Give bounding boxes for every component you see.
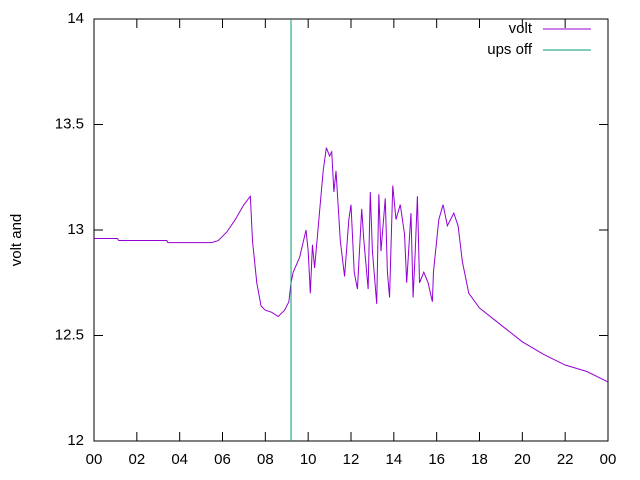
x-tick-label: 10 (300, 451, 317, 468)
x-tick-label: 18 (471, 451, 488, 468)
y-tick-label: 12 (67, 432, 84, 449)
x-tick-label: 02 (128, 451, 145, 468)
legend-label: volt (509, 20, 533, 37)
x-tick-label: 14 (385, 451, 402, 468)
plot-frame (93, 18, 609, 442)
x-tick-label: 04 (171, 451, 188, 468)
y-tick-label: 13 (67, 221, 84, 238)
y-axis-label: volt and (8, 214, 25, 267)
y-tick-label: 12.5 (55, 326, 84, 343)
x-tick-label: 12 (343, 451, 360, 468)
x-tick-label: 22 (557, 451, 574, 468)
y-tick-label: 13.5 (55, 115, 84, 132)
x-tick-label: 16 (428, 451, 445, 468)
legend-label: ups off (487, 41, 533, 58)
x-tick-label: 20 (514, 451, 531, 468)
x-tick-label: 00 (600, 451, 617, 468)
y-tick-label: 14 (67, 10, 84, 27)
x-tick-label: 06 (214, 451, 231, 468)
x-tick-label: 08 (257, 451, 274, 468)
x-tick-label: 00 (86, 451, 103, 468)
series-line (94, 147, 609, 383)
